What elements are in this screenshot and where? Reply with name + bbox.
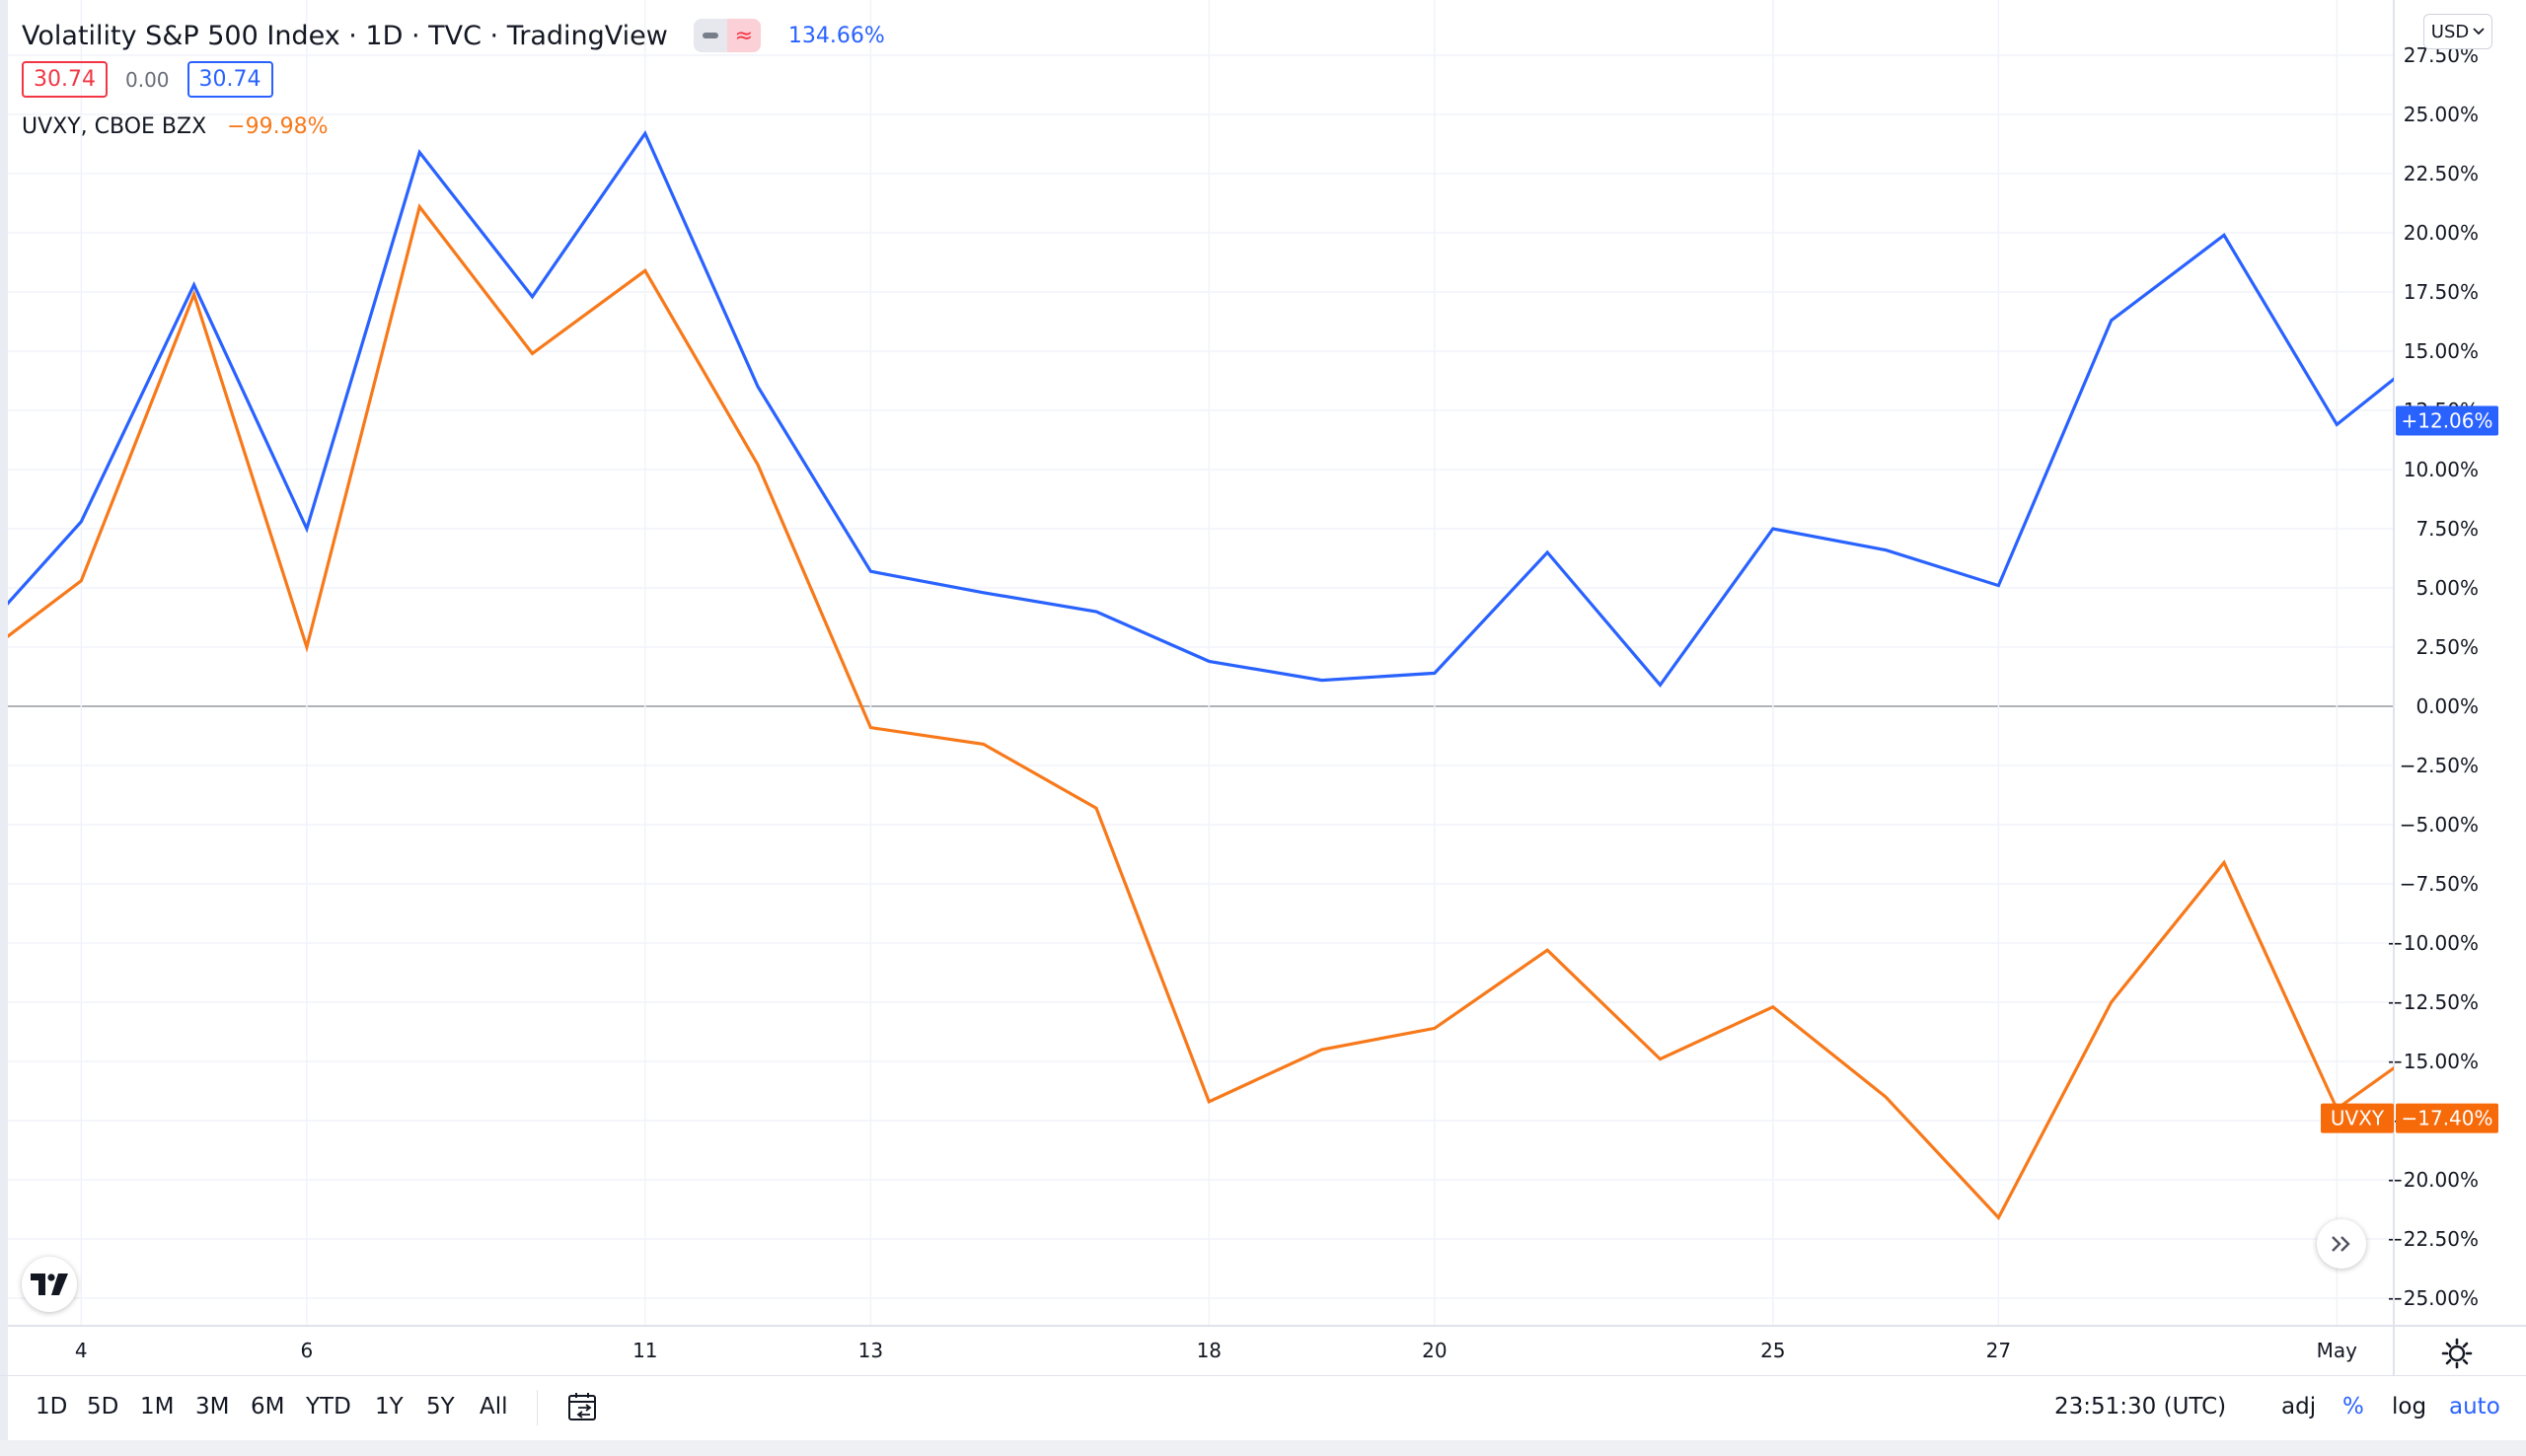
range-5d[interactable]: 5D (87, 1394, 119, 1420)
change-value: 0.00 (124, 67, 170, 92)
ohlc-values: 30.74 0.00 30.74 (22, 61, 273, 98)
range-all[interactable]: All (480, 1394, 508, 1420)
display-mode-toggle[interactable]: ≈ (693, 19, 761, 52)
left-border (0, 0, 8, 1456)
chart-header: Volatility S&P 500 Index · 1D · TVC · Tr… (22, 14, 885, 57)
log-scale-toggle[interactable]: log (2392, 1394, 2427, 1420)
y-tick-label: 10.00% (2404, 458, 2479, 481)
y-tick-label: 0.00% (2415, 694, 2479, 718)
range-5y[interactable]: 5Y (426, 1394, 455, 1420)
x-tick-label: 11 (632, 1339, 657, 1362)
price-chart[interactable]: 27.50%25.00%22.50%20.00%17.50%15.00%12.5… (0, 0, 2526, 1375)
y-tick-label: −10.00% (2387, 931, 2479, 955)
price-badge-uvxy (2396, 1103, 2498, 1133)
y-tick-label: 15.00% (2404, 339, 2479, 363)
range-3m[interactable]: 3M (195, 1394, 230, 1420)
range-ytd[interactable]: YTD (306, 1394, 351, 1420)
x-tick-label: 6 (301, 1339, 314, 1362)
approx-icon[interactable]: ≈ (726, 19, 761, 52)
axis-layer: 27.50%25.00%22.50%20.00%17.50%15.00%12.5… (8, 0, 2526, 1375)
y-tick-label: 25.00% (2404, 103, 2479, 126)
auto-scale-toggle[interactable]: auto (2449, 1394, 2500, 1420)
y-tick-label: 20.00% (2404, 221, 2479, 245)
close-value: 30.74 (186, 61, 273, 98)
toolbar-divider (537, 1390, 538, 1425)
series-line-uvxy (8, 203, 2394, 1221)
date-range-icon[interactable] (566, 1390, 602, 1425)
price-badge-text: −17.40% (2401, 1107, 2492, 1130)
series-layer (8, 129, 2394, 1221)
currency-label: USD (2430, 21, 2470, 42)
y-tick-label: 17.50% (2404, 280, 2479, 304)
x-tick-label: 25 (1760, 1339, 1785, 1362)
y-tick-label: −7.50% (2400, 872, 2479, 896)
y-tick-label: 7.50% (2415, 517, 2479, 541)
x-tick-label: 27 (1986, 1339, 2011, 1362)
gear-icon[interactable] (2435, 1332, 2479, 1375)
scroll-to-realtime-icon[interactable] (2317, 1219, 2366, 1269)
x-tick-label: May (2317, 1339, 2358, 1362)
adj-toggle[interactable]: adj (2281, 1394, 2317, 1420)
y-tick-label: −25.00% (2387, 1286, 2479, 1310)
y-tick-label: −15.00% (2387, 1050, 2479, 1073)
comparison-change: −99.98% (227, 114, 329, 139)
series-tag-text: UVXY (2331, 1107, 2385, 1130)
badge-layer: +12.06% −17.40% UVXY (2321, 405, 2498, 1133)
comparison-symbol: UVXY, CBOE BZX (22, 114, 207, 139)
y-tick-label: 5.00% (2415, 576, 2479, 600)
tradingview-logo-icon[interactable] (22, 1257, 77, 1312)
comparison-legend[interactable]: UVXY, CBOE BZX −99.98% (22, 114, 329, 139)
range-6m[interactable]: 6M (251, 1394, 285, 1420)
x-tick-label: 20 (1422, 1339, 1447, 1362)
range-1d[interactable]: 1D (36, 1394, 68, 1420)
symbol-title[interactable]: Volatility S&P 500 Index · 1D · TVC · Tr… (22, 20, 668, 51)
open-value: 30.74 (22, 61, 108, 98)
range-1y[interactable]: 1Y (375, 1394, 404, 1420)
utc-clock[interactable]: 23:51:30 (UTC) (2054, 1394, 2227, 1420)
bottom-strip (0, 1440, 2526, 1456)
currency-select[interactable]: USD (2423, 14, 2492, 49)
y-tick-label: −12.50% (2387, 990, 2479, 1014)
y-tick-label: 22.50% (2404, 162, 2479, 185)
x-tick-label: 18 (1197, 1339, 1222, 1362)
range-1m[interactable]: 1M (140, 1394, 175, 1420)
x-tick-label: 4 (75, 1339, 88, 1362)
main-change-percent: 134.66% (787, 23, 885, 48)
y-tick-label: −5.00% (2400, 813, 2479, 837)
price-badge-text: +12.06% (2401, 409, 2492, 433)
y-tick-label: −20.00% (2387, 1168, 2479, 1192)
series-tag-uvxy (2321, 1103, 2394, 1133)
x-tick-label: 13 (858, 1339, 883, 1362)
percent-scale-toggle[interactable]: % (2342, 1394, 2364, 1420)
grid-layer (8, 0, 2394, 1326)
series-line-vix (8, 129, 2394, 688)
y-tick-label: 2.50% (2415, 635, 2479, 659)
price-badge-vix (2396, 405, 2498, 436)
bottom-toolbar: 1D 5D 1M 3M 6M YTD 1Y 5Y All 23:51:30 (U… (0, 1375, 2526, 1441)
chevron-down-icon (2473, 28, 2485, 36)
y-tick-label: −2.50% (2400, 754, 2479, 777)
minus-icon[interactable] (694, 19, 727, 52)
y-tick-label: −22.50% (2387, 1227, 2479, 1251)
